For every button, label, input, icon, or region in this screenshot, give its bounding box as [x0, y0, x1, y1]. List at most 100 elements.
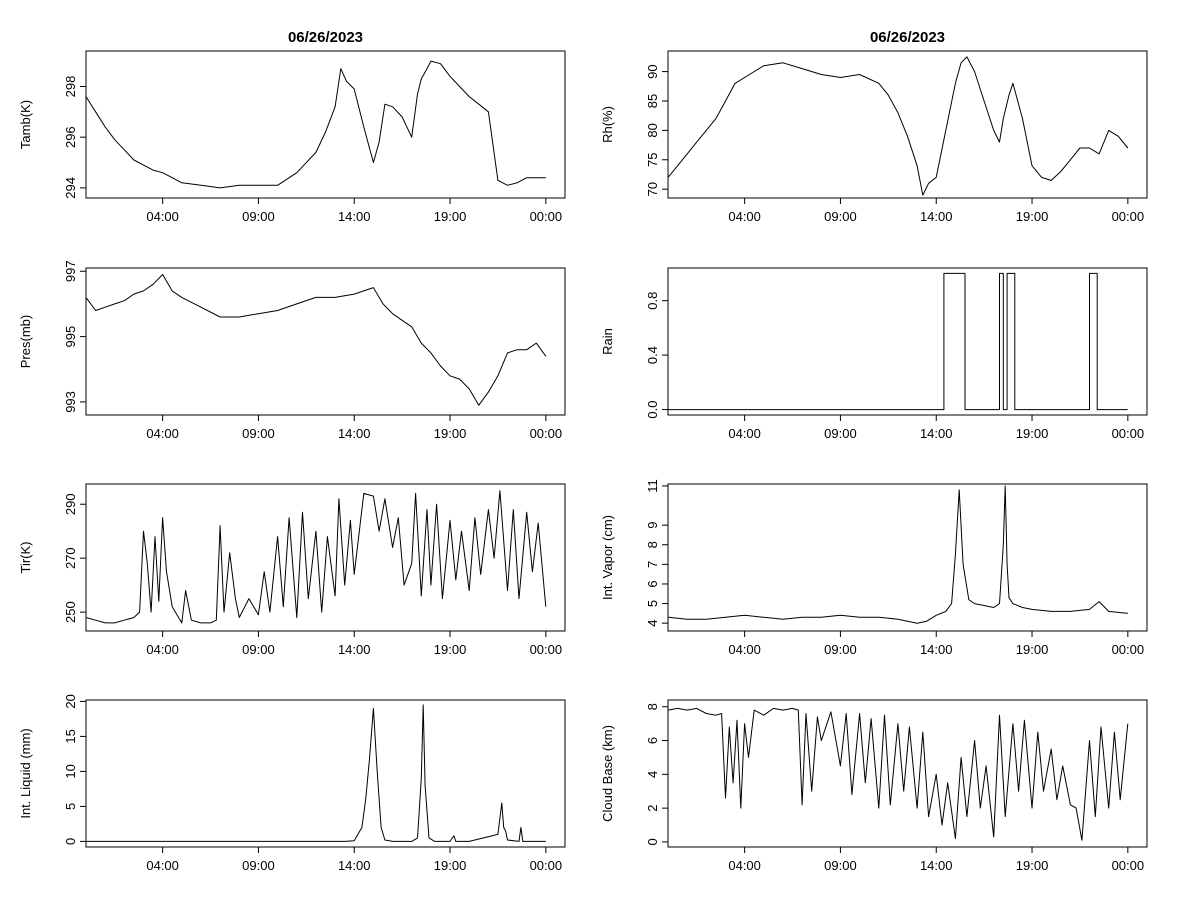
rh-x-tick-label: 09:00	[824, 209, 857, 224]
int_vapor-series-line	[667, 485, 1128, 624]
int_liquid-x-tick-label: 14:00	[338, 858, 371, 873]
tir-x-tick-label: 19:00	[434, 642, 467, 657]
tamb-plot-frame	[85, 50, 566, 199]
int_liquid-y-tick-label: 10	[63, 764, 78, 778]
tir-y-tick-label: 250	[63, 601, 78, 623]
rain-y-tick-label: 0.4	[645, 346, 660, 364]
tamb-y-tick-label: 294	[63, 177, 78, 199]
panel-cloud_base: 04:00 09:00 14:00 19:00 00:00 0 2 4 6 8 Cloud Base…	[600, 699, 1148, 873]
rain-x-tick-label: 19:00	[1016, 426, 1049, 441]
tir-x-tick-label: 09:00	[242, 642, 275, 657]
cloud_base-plot-frame	[667, 699, 1148, 848]
cloud_base-y-tick-label: 6	[645, 737, 660, 744]
pres-x-tick-label: 09:00	[242, 426, 275, 441]
int_vapor-y-tick-label: 8	[645, 541, 660, 548]
tamb-y-tick-label: 298	[63, 76, 78, 98]
cloud_base-x-tick-label: 04:00	[728, 858, 761, 873]
int_liquid-y-tick-label: 0	[63, 838, 78, 845]
tir-x-tick-label: 00:00	[530, 642, 563, 657]
tamb-x-tick-label: 00:00	[530, 209, 563, 224]
int_vapor-x-tick-label: 04:00	[728, 642, 761, 657]
tir-y-tick-label: 270	[63, 547, 78, 569]
tamb-x-tick-label: 09:00	[242, 209, 275, 224]
pres-y-tick-label: 997	[63, 260, 78, 282]
tir-y-axis-label: Tir(K)	[18, 541, 33, 573]
cloud_base-x-tick-label: 19:00	[1016, 858, 1049, 873]
cloud_base-x-tick-label: 14:00	[920, 858, 953, 873]
panel-grid: 04:00 09:00 14:00 19:00 00:00294296298Tamb(K…	[18, 50, 1148, 873]
tir-x-tick-label: 14:00	[338, 642, 371, 657]
int_vapor-x-tick-label: 09:00	[824, 642, 857, 657]
int_liquid-plot-frame	[85, 699, 566, 848]
int_vapor-x-tick-label: 19:00	[1016, 642, 1049, 657]
int_liquid-x-tick-label: 04:00	[146, 858, 179, 873]
panel-int_vapor: 04:00 09:00 14:00 19:00 00:00 4 5 6 7 8 9 11 Int. Va…	[600, 479, 1148, 657]
rain-x-tick-label: 04:00	[728, 426, 761, 441]
int_liquid-x-tick-label: 00:00	[530, 858, 563, 873]
cloud_base-y-axis-label: Cloud Base (km)	[600, 725, 615, 822]
rh-y-tick-label: 80	[645, 123, 660, 137]
rain-x-tick-label: 00:00	[1112, 426, 1145, 441]
panel-pres: 04:00 09:00 14:00 19:00 00:00 993 995 997 Pres(m…	[18, 260, 566, 441]
tamb-series-line	[85, 60, 546, 189]
int_vapor-y-tick-label: 11	[645, 479, 660, 493]
rh-y-tick-label: 70	[645, 182, 660, 196]
int_liquid-y-axis-label: Int. Liquid (mm)	[18, 728, 33, 818]
int_liquid-y-tick-label: 15	[63, 729, 78, 743]
rh-y-tick-label: 75	[645, 153, 660, 167]
panel-rain: 04:00 09:00 14:00 19:00 00:00 0.0 0.4 0.8 Rain	[600, 267, 1148, 441]
rain-x-tick-label: 09:00	[824, 426, 857, 441]
tamb-x-tick-label: 19:00	[434, 209, 467, 224]
rh-y-tick-label: 90	[645, 64, 660, 78]
tamb-x-tick-label: 04:00	[146, 209, 179, 224]
int_vapor-y-tick-label: 6	[645, 580, 660, 587]
panel-tamb: 04:00 09:00 14:00 19:00 00:00 294 296 298 Tamb(K…	[18, 50, 566, 224]
pres-plot-frame	[85, 267, 566, 416]
tir-y-tick-label: 290	[63, 493, 78, 515]
pres-y-tick-label: 995	[63, 326, 78, 348]
panel-int_liquid: 04:00 09:00 14:00 19:00 00:00 0 5 10 15 20 Int. Li…	[18, 694, 566, 873]
figure-title-left: 06/26/2023	[288, 29, 363, 46]
figure-title-right: 06/26/2023	[870, 29, 945, 46]
int_vapor-y-tick-label: 7	[645, 561, 660, 568]
cloud_base-x-tick-label: 00:00	[1112, 858, 1145, 873]
tir-plot-frame	[85, 483, 566, 632]
tir-x-tick-label: 04:00	[146, 642, 179, 657]
rain-x-tick-label: 14:00	[920, 426, 953, 441]
rh-y-axis-label: Rh(%)	[600, 106, 615, 143]
int_liquid-x-tick-label: 19:00	[434, 858, 467, 873]
int_vapor-y-tick-label: 5	[645, 600, 660, 607]
tamb-x-tick-label: 14:00	[338, 209, 371, 224]
cloud_base-y-tick-label: 0	[645, 838, 660, 845]
rh-x-tick-label: 14:00	[920, 209, 953, 224]
rh-plot-frame	[667, 50, 1148, 199]
int_vapor-plot-frame	[667, 483, 1148, 632]
pres-y-axis-label: Pres(mb)	[18, 315, 33, 368]
panel-tir: 04:00 09:00 14:00 19:00 00:00 250 270 290 Tir(K)	[18, 483, 566, 657]
cloud_base-y-tick-label: 4	[645, 771, 660, 778]
rain-y-tick-label: 0.8	[645, 292, 660, 310]
pres-x-tick-label: 14:00	[338, 426, 371, 441]
cloud_base-y-tick-label: 2	[645, 805, 660, 812]
int_liquid-x-tick-label: 09:00	[242, 858, 275, 873]
rh-x-tick-label: 04:00	[728, 209, 761, 224]
cloud_base-series-line	[667, 707, 1129, 841]
rain-y-axis-label: Rain	[600, 328, 615, 355]
int_vapor-y-axis-label: Int. Vapor (cm)	[600, 515, 615, 600]
pres-series-line	[85, 274, 547, 406]
pres-y-tick-label: 993	[63, 391, 78, 413]
int_vapor-y-tick-label: 4	[645, 620, 660, 627]
int_vapor-y-tick-label: 9	[645, 522, 660, 529]
rain-y-tick-label: 0.0	[645, 401, 660, 419]
int_liquid-y-tick-label: 5	[63, 803, 78, 810]
rain-series-line	[668, 272, 1128, 411]
pres-x-tick-label: 00:00	[530, 426, 563, 441]
panel-rh: 04:00 09:00 14:00 19:00 00:00 70 75 80 85 90 Rh(%)	[600, 50, 1148, 224]
int_liquid-y-tick-label: 20	[63, 694, 78, 708]
tir-series-line	[85, 490, 547, 624]
pres-x-tick-label: 19:00	[434, 426, 467, 441]
pres-x-tick-label: 04:00	[146, 426, 179, 441]
int_vapor-x-tick-label: 14:00	[920, 642, 953, 657]
int_liquid-series-line	[86, 704, 546, 842]
cloud_base-y-tick-label: 8	[645, 703, 660, 710]
